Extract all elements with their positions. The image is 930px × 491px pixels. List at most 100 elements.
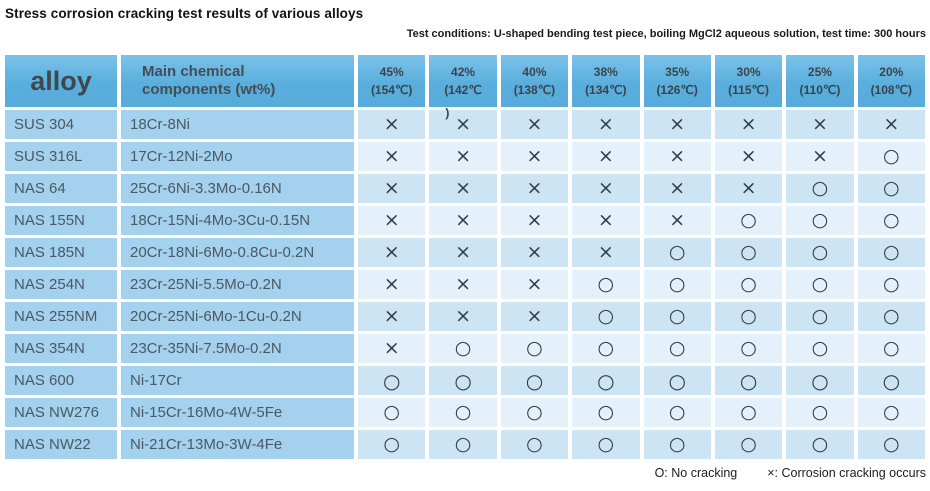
legend-cracking: ×: Corrosion cracking occurs xyxy=(767,466,926,480)
result-cell: × xyxy=(429,270,497,299)
test-conditions: Test conditions: U-shaped bending test p… xyxy=(406,28,926,40)
legend-no-cracking: O: No cracking xyxy=(654,466,738,480)
result-cell: ○ xyxy=(358,430,426,459)
components-cell: Ni-17Cr xyxy=(121,366,354,395)
col-header-30pct: 30% (115℃) xyxy=(714,55,783,107)
result-cell: ○ xyxy=(786,174,854,203)
alloy-cell: NAS 64 xyxy=(5,174,117,203)
result-cell: × xyxy=(358,334,426,363)
result-cell: × xyxy=(429,174,497,203)
table-row-nasnw22: NAS NW22 Ni-21Cr-13Mo-3W-4Fe ○ ○ ○ ○ ○ ○… xyxy=(5,430,925,459)
result-cell: ○ xyxy=(857,206,925,235)
table-row-nas155n: NAS 155N 18Cr-15Ni-4Mo-3Cu-0.15N × × × ×… xyxy=(5,206,925,235)
result-cell: ○ xyxy=(358,366,426,395)
result-cell: × xyxy=(500,110,569,139)
result-cell: × xyxy=(500,270,569,299)
alloy-cell: NAS 354N xyxy=(5,334,117,363)
alloy-cell: NAS 254N xyxy=(5,270,117,299)
result-cell: × xyxy=(429,238,497,267)
col-header-20pct: 20% (108℃) xyxy=(857,55,925,107)
result-cell: ○ xyxy=(857,302,925,331)
result-cell: ○ xyxy=(714,302,783,331)
components-cell: 23Cr-25Ni-5.5Mo-0.2N xyxy=(121,270,354,299)
table-row-sus304: SUS 304 18Cr-8Ni × × × × × × × × xyxy=(5,110,925,139)
components-cell: 20Cr-25Ni-6Mo-1Cu-0.2N xyxy=(121,302,354,331)
result-cell: × xyxy=(500,238,569,267)
result-cell: × xyxy=(857,110,925,139)
result-cell: ○ xyxy=(500,334,569,363)
result-cell: × xyxy=(643,110,711,139)
table-row-nas600: NAS 600 Ni-17Cr ○ ○ ○ ○ ○ ○ ○ ○ xyxy=(5,366,925,395)
result-cell: ○ xyxy=(786,366,854,395)
alloy-cell: SUS 304 xyxy=(5,110,117,139)
result-cell: × xyxy=(714,110,783,139)
table-row-nas185n: NAS 185N 20Cr-18Ni-6Mo-0.8Cu-0.2N × × × … xyxy=(5,238,925,267)
result-cell: ○ xyxy=(857,398,925,427)
result-cell: ○ xyxy=(643,302,711,331)
result-cell: ○ xyxy=(714,430,783,459)
result-cell: ○ xyxy=(572,430,640,459)
alloy-cell: NAS 155N xyxy=(5,206,117,235)
result-cell: ○ xyxy=(786,334,854,363)
result-cell: ○ xyxy=(786,398,854,427)
result-cell: ○ xyxy=(643,270,711,299)
result-cell: ○ xyxy=(643,238,711,267)
result-cell: × xyxy=(786,142,854,171)
legend: O: No cracking ×: Corrosion cracking occ… xyxy=(655,466,926,480)
components-cell: 23Cr-35Ni-7.5Mo-0.2N xyxy=(121,334,354,363)
result-cell: × xyxy=(572,142,640,171)
result-cell: × xyxy=(643,142,711,171)
col-header-40pct: 40% (138℃) xyxy=(500,55,569,107)
result-cell: × xyxy=(786,110,854,139)
col-header-alloy: alloy xyxy=(5,55,117,107)
alloy-cell: NAS 600 xyxy=(5,366,117,395)
result-cell: × xyxy=(643,206,711,235)
result-cell: ○ xyxy=(572,366,640,395)
result-cell: ○ xyxy=(857,334,925,363)
result-cell: ○ xyxy=(857,270,925,299)
result-cell: × xyxy=(500,142,569,171)
components-cell: 25Cr-6Ni-3.3Mo-0.16N xyxy=(121,174,354,203)
result-cell: ○ xyxy=(500,430,569,459)
table-row-nas354n: NAS 354N 23Cr-35Ni-7.5Mo-0.2N × ○ ○ ○ ○ … xyxy=(5,334,925,363)
results-table: alloy Main chemical components (wt%) 45%… xyxy=(5,55,925,462)
result-cell: ○ xyxy=(714,366,783,395)
result-cell: × xyxy=(429,142,497,171)
result-cell: ○ xyxy=(714,334,783,363)
result-cell: × xyxy=(572,110,640,139)
alloy-cell: NAS NW276 xyxy=(5,398,117,427)
result-cell: × xyxy=(358,206,426,235)
alloy-cell: NAS 255NM xyxy=(5,302,117,331)
result-cell: × xyxy=(429,302,497,331)
alloy-cell: SUS 316L xyxy=(5,142,117,171)
result-cell: × xyxy=(500,206,569,235)
result-cell: ○ xyxy=(857,366,925,395)
alloy-cell: NAS 185N xyxy=(5,238,117,267)
result-cell: × xyxy=(714,174,783,203)
result-cell: ○ xyxy=(714,398,783,427)
alloy-cell: NAS NW22 xyxy=(5,430,117,459)
col-header-38pct: 38% (134℃) xyxy=(572,55,640,107)
result-cell: ○ xyxy=(572,398,640,427)
result-cell: ○ xyxy=(714,238,783,267)
result-cell: × xyxy=(358,270,426,299)
result-cell: ○ xyxy=(857,430,925,459)
result-cell: ○ xyxy=(429,366,497,395)
result-cell: × xyxy=(572,206,640,235)
result-cell: ○ xyxy=(358,398,426,427)
components-cell: 18Cr-15Ni-4Mo-3Cu-0.15N xyxy=(121,206,354,235)
result-cell: ○ xyxy=(786,206,854,235)
result-cell: ○ xyxy=(857,238,925,267)
result-cell: × xyxy=(714,142,783,171)
result-cell: × xyxy=(358,142,426,171)
result-cell: ○ xyxy=(429,430,497,459)
result-cell: ○ xyxy=(572,334,640,363)
result-cell: × xyxy=(358,302,426,331)
result-cell: × xyxy=(429,206,497,235)
result-cell: × xyxy=(500,302,569,331)
result-cell: ○ xyxy=(572,270,640,299)
result-cell: ○ xyxy=(572,302,640,331)
result-cell: ○ xyxy=(786,238,854,267)
result-cell: ○ xyxy=(429,334,497,363)
